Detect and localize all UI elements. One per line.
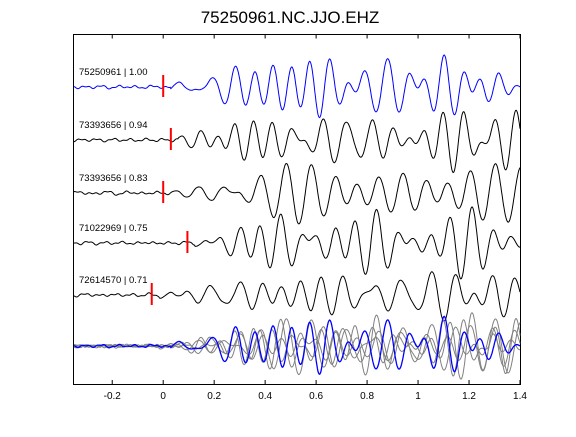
- trace-label-group: 75250961 | 1.00 73393656 | 0.94 73393656 |…: [79, 67, 148, 286]
- x-tick-label: 0.8: [360, 391, 374, 402]
- trace-label: 71022969 | 0.75: [79, 223, 148, 234]
- x-tick-label: 0.2: [207, 391, 221, 402]
- x-tick-label: 1.4: [513, 391, 527, 402]
- pick-marker-group: [150, 75, 189, 305]
- trace-label: 73393656 | 0.94: [79, 120, 148, 131]
- x-tick-label: -0.2: [104, 391, 122, 402]
- trace-line: [74, 206, 520, 280]
- stacked-reference-trace: [73, 315, 521, 375]
- stacked-traces: [73, 312, 521, 380]
- trace-label: 75250961 | 1.00: [79, 67, 148, 78]
- stacked-trace: [73, 324, 521, 371]
- trace-line: [73, 162, 521, 225]
- x-tick-label: 0.4: [258, 391, 272, 402]
- trace-label: 72614570 | 0.71: [79, 275, 148, 286]
- trace-line: [73, 109, 521, 174]
- plot-frame: [73, 34, 521, 385]
- x-axis: -0.2 0 0.2 0.4 0.6 0.8 1 1.2 1.4: [104, 34, 527, 402]
- trace-line: [73, 54, 521, 119]
- trace-label: 73393656 | 0.83: [79, 173, 148, 184]
- x-tick-label: 1.2: [462, 391, 476, 402]
- x-tick-label: 0: [160, 391, 166, 402]
- x-tick-label: 1: [415, 391, 421, 402]
- x-tick-label: 0.6: [309, 391, 323, 402]
- chart-title: 75250961.NC.JJO.EHZ: [201, 8, 380, 27]
